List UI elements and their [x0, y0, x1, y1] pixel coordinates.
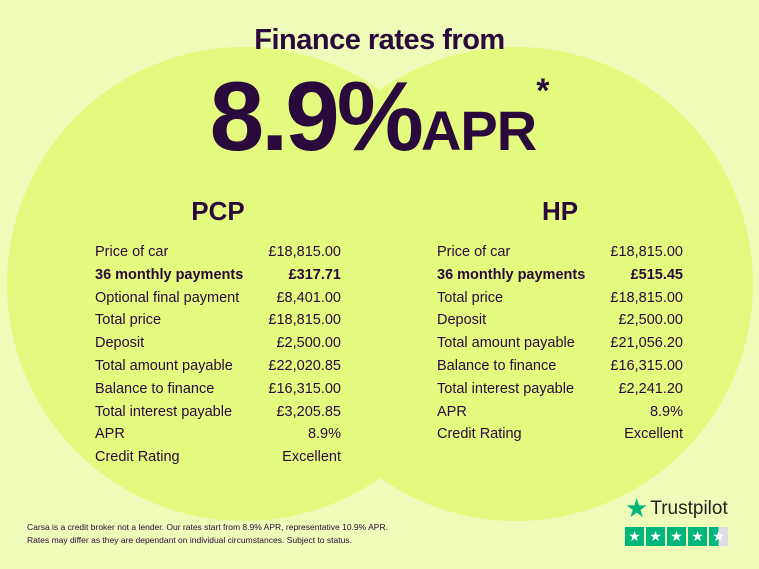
rating-star-icon: ★ [688, 527, 707, 546]
row-value: £18,815.00 [268, 244, 341, 260]
pcp-row: Credit Rating Excellent [95, 446, 341, 469]
row-label: 36 monthly payments [95, 266, 244, 283]
hp-heading: HP [541, 196, 579, 226]
row-value: £18,815.00 [610, 289, 683, 306]
row-value: Excellent [282, 449, 341, 466]
hp-row: Price of car £18,815.00 [437, 241, 683, 264]
row-value: £2,241.20 [618, 380, 683, 397]
hp-row: Deposit £2,500.00 [437, 309, 683, 332]
row-value: £22,020.85 [268, 357, 341, 374]
row-label: 36 monthly payments [437, 266, 586, 283]
row-label: APR [437, 403, 467, 420]
row-label: Credit Rating [95, 449, 180, 466]
row-label: Optional final payment [95, 289, 240, 306]
row-value: 8.9% [307, 426, 341, 443]
row-label: Price of car [95, 244, 169, 260]
rating-star-icon: ★ [625, 527, 644, 546]
row-value: Excellent [624, 426, 683, 443]
disclaimer-line-1: Carsa is a credit broker not a lender. O… [27, 522, 388, 532]
disclaimer-line-2: Rates may differ as they are dependant o… [27, 535, 352, 545]
rate-value: 8.9% [209, 61, 424, 171]
pcp-row: Total interest payable £3,205.85 [95, 401, 341, 424]
hp-row: Balance to finance £16,315.00 [437, 355, 683, 378]
row-value: £3,205.85 [276, 403, 341, 420]
pcp-heading: PCP [191, 196, 245, 226]
hp-row: Total interest payable £2,241.20 [437, 378, 683, 401]
row-label: Deposit [437, 312, 487, 329]
row-label: Total price [437, 289, 504, 306]
pcp-row: Optional final payment £8,401.00 [95, 287, 341, 310]
headline-title: Finance rates from [254, 24, 505, 56]
pcp-row: Total amount payable £22,020.85 [95, 355, 341, 378]
pcp-row: Deposit £2,500.00 [95, 332, 341, 355]
trustpilot-rating: ★ ★ ★ ★ ★ [625, 527, 728, 546]
rating-star-icon: ★ [709, 527, 728, 546]
rating-star-icon: ★ [667, 527, 686, 546]
row-value: £515.45 [630, 266, 683, 283]
row-value: £16,315.00 [268, 380, 341, 397]
row-label: Total price [95, 312, 162, 329]
disclaimer: Carsa is a credit broker not a lender. O… [27, 521, 388, 547]
trustpilot-badge: ★ Trustpilot ★ ★ ★ ★ ★ [625, 493, 728, 546]
trustpilot-name: Trustpilot [650, 497, 728, 519]
row-label: APR [95, 426, 125, 443]
row-value: £8,401.00 [276, 289, 341, 306]
hp-row: Total price £18,815.00 [437, 287, 683, 310]
row-value: £18,815.00 [268, 312, 341, 329]
row-label: Total amount payable [95, 357, 233, 374]
rating-star-icon: ★ [646, 527, 665, 546]
row-value: £16,315.00 [610, 357, 683, 374]
row-label: Total amount payable [437, 335, 575, 352]
pcp-row: Price of car £18,815.00 [95, 241, 341, 264]
row-value: £317.71 [288, 266, 341, 283]
row-label: Price of car [437, 244, 511, 260]
row-value: 8.9% [649, 403, 683, 420]
row-label: Balance to finance [95, 380, 215, 397]
row-value: £21,056.20 [610, 335, 683, 352]
asterisk: * [536, 72, 550, 110]
trustpilot-star-icon: ★ [625, 493, 649, 523]
hp-row: Credit Rating Excellent [437, 423, 683, 446]
pcp-row: Balance to finance £16,315.00 [95, 378, 341, 401]
row-label: Deposit [95, 335, 145, 352]
hp-row: 36 monthly payments £515.45 [437, 264, 683, 287]
row-value: £2,500.00 [618, 312, 683, 329]
row-label: Credit Rating [437, 426, 522, 443]
hp-row: Total amount payable £21,056.20 [437, 332, 683, 355]
row-value: £18,815.00 [610, 244, 683, 260]
pcp-row: Total price £18,815.00 [95, 309, 341, 332]
row-label: Total interest payable [437, 380, 575, 397]
row-value: £2,500.00 [276, 335, 341, 352]
rate-suffix: APR [420, 99, 537, 162]
trustpilot-logo: ★ Trustpilot [625, 493, 728, 524]
hp-table: HP Price of car £18,815.00 36 monthly paym… [437, 196, 683, 446]
pcp-row: 36 monthly payments £317.71 [95, 264, 341, 287]
hp-row: APR 8.9% [437, 401, 683, 424]
row-label: Total interest payable [95, 403, 233, 420]
row-label: Balance to finance [437, 357, 557, 374]
headline-rate: 8.9%APR* [0, 66, 759, 166]
pcp-row: APR 8.9% [95, 423, 341, 446]
background-circle-right [279, 47, 753, 521]
pcp-table: PCP Price of car £18,815.00 36 monthly pay… [95, 196, 341, 469]
